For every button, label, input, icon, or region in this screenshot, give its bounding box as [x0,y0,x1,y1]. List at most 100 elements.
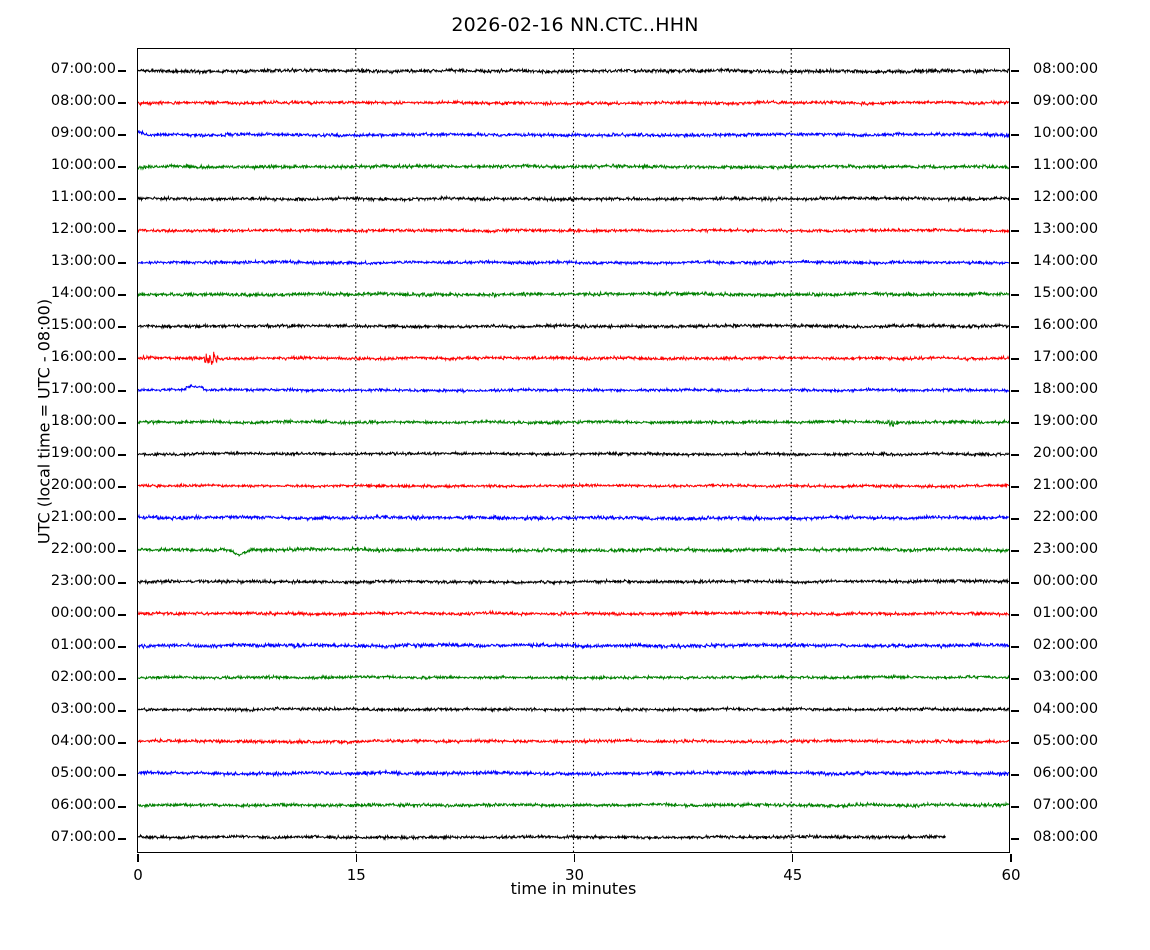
tick-mark-icon [118,294,126,296]
tick-mark-icon [118,678,126,680]
y-tick-left-label: 00:00:00 [50,605,116,621]
y-tick-left-label: 12:00:00 [50,221,116,237]
x-tick-label: 30 [564,866,585,884]
y-tick-left-label: 03:00:00 [50,701,116,717]
tick-mark-icon [1011,742,1019,744]
x-tick-label: 0 [133,866,143,884]
y-tick-right-label: 06:00:00 [1033,765,1099,781]
tick-mark-icon [1011,358,1019,360]
tick-mark-icon [118,198,126,200]
trace-190000 [138,449,1009,459]
tick-mark-icon [1011,102,1019,104]
tick-mark-icon [792,854,794,862]
y-tick-right-label: 04:00:00 [1033,701,1099,717]
gridlines [355,49,792,852]
trace-230000 [138,577,1009,586]
page-title: 2026-02-16 NN.CTC..HHN [451,14,699,36]
seismic-traces [138,67,1009,842]
y-tick-left-label: 19:00:00 [50,445,116,461]
tick-mark-icon [118,582,126,584]
tick-mark-icon [118,102,126,104]
y-tick-left-label: 16:00:00 [50,349,116,365]
trace-070000 [138,833,946,842]
y-tick-right-label: 16:00:00 [1033,317,1099,333]
trace-100000 [138,162,1009,171]
tick-mark-icon [118,774,126,776]
tick-mark-icon [355,854,357,862]
tick-mark-icon [118,166,126,168]
y-tick-left-label: 14:00:00 [50,285,116,301]
y-tick-left-label: 08:00:00 [50,93,116,109]
tick-mark-icon [118,838,126,840]
tick-mark-icon [1011,838,1019,840]
y-tick-left-label: 13:00:00 [50,253,116,269]
tick-mark-icon [118,70,126,72]
trace-070000 [138,67,1009,76]
tick-mark-icon [118,454,126,456]
y-tick-left-label: 05:00:00 [50,765,116,781]
plot-area: 07:00:00 08:00:00 09:00:00 10:00:00 11:00:00… [51,48,1098,884]
x-tick-label: 60 [1001,866,1021,884]
x-axis-label: time in minutes [510,879,637,898]
trace-110000 [138,194,1009,203]
y-tick-left-label: 18:00:00 [50,413,116,429]
tick-mark-icon [1011,230,1019,232]
trace-030000 [138,705,1009,714]
trace-170000 [138,383,1009,395]
x-tick-label: 45 [783,866,803,884]
y-tick-right-label: 01:00:00 [1033,605,1099,621]
tick-mark-icon [1011,70,1019,72]
tick-mark-icon [118,646,126,648]
y-tick-right-label: 02:00:00 [1033,637,1099,653]
trace-040000 [138,737,1009,746]
y-tick-left-label: 06:00:00 [50,797,116,813]
y-tick-right-label: 11:00:00 [1033,157,1099,173]
trace-090000 [138,129,1009,139]
y-tick-right-label: 20:00:00 [1033,445,1099,461]
tick-mark-icon [1011,550,1019,552]
trace-000000 [138,609,1009,618]
tick-mark-icon [573,854,576,862]
tick-mark-icon [118,806,126,808]
y-tick-left-label: 22:00:00 [50,541,116,557]
tick-mark-icon [1010,854,1012,862]
tick-mark-icon [1011,806,1019,808]
tick-mark-icon [137,854,139,862]
y-tick-right-label: 18:00:00 [1033,381,1099,397]
trace-060000 [138,800,1009,810]
tick-mark-icon [118,230,126,232]
y-tick-right-label: 03:00:00 [1033,669,1099,685]
tick-mark-icon [118,422,126,424]
x-tick-label: 15 [346,866,366,884]
y-tick-left-label: 10:00:00 [50,157,116,173]
y-tick-left-label: 23:00:00 [50,573,116,589]
tick-mark-icon [1011,646,1019,648]
y-tick-right-label: 08:00:00 [1033,829,1099,845]
tick-mark-icon [1011,582,1019,584]
tick-mark-icon [118,262,126,264]
trace-180000 [138,417,1009,428]
tick-mark-icon [1011,390,1019,392]
y-tick-left-label: 01:00:00 [50,637,116,653]
tick-mark-icon [118,486,126,488]
tick-mark-icon [118,710,126,712]
trace-080000 [138,98,1009,108]
tick-mark-icon [118,742,126,744]
y-tick-right-label: 22:00:00 [1033,509,1099,525]
y-tick-right-label: 10:00:00 [1033,125,1099,141]
y-tick-left-label: 02:00:00 [50,669,116,685]
tick-mark-icon [1011,518,1019,520]
tick-mark-icon [118,358,126,360]
y-tick-right-label: 23:00:00 [1033,541,1099,557]
y-tick-right-label: 19:00:00 [1033,413,1099,429]
y-tick-left-label: 17:00:00 [50,381,116,397]
y-tick-right-label: 08:00:00 [1033,61,1099,77]
y-tick-left-label: 21:00:00 [50,509,116,525]
tick-mark-icon [1011,710,1019,712]
tick-mark-icon [1011,678,1019,680]
y-tick-right-label: 09:00:00 [1033,93,1099,109]
tick-mark-icon [1011,294,1019,296]
y-tick-right-label: 14:00:00 [1033,253,1099,269]
tick-mark-icon [1011,198,1019,200]
trace-140000 [138,290,1009,299]
